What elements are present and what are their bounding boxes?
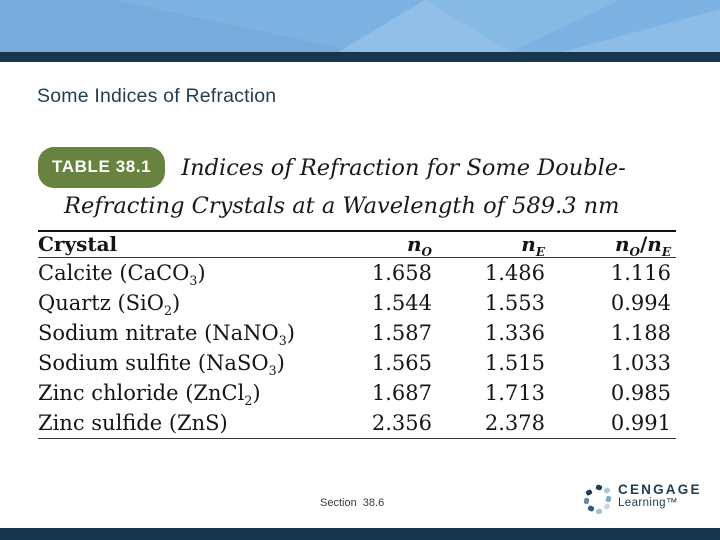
caption-line-2: Refracting Crystals at a Wavelength of 5… [64, 193, 620, 219]
value-cell: 1.033 [610, 351, 671, 375]
crystal-cell: Sodium sulfite (NaSO3) [38, 351, 285, 379]
column-header: nO [368, 230, 446, 258]
table-row: Sodium nitrate (NaNO3) 1.587 1.336 1.188 [38, 318, 676, 348]
crystal-cell: Calcite (CaCO3) [38, 261, 206, 289]
value-cell: 1.544 [371, 291, 432, 315]
table-row: Zinc chloride (ZnCl2) 1.687 1.713 0.985 [38, 378, 676, 408]
table-body: Calcite (CaCO3) 1.658 1.486 1.116 Quartz (Si… [38, 258, 676, 439]
value-cell: 1.553 [484, 291, 545, 315]
table-number-label: TABLE 38.1 [52, 157, 152, 176]
value-cell: 1.587 [371, 321, 432, 345]
value-cell: 2.356 [368, 408, 446, 439]
value-cell: 0.991 [558, 408, 676, 439]
value-cell: 1.658 [371, 261, 432, 285]
value-cell: 1.336 [484, 321, 545, 345]
table-row: Sodium sulfite (NaSO3) 1.565 1.515 1.033 [38, 348, 676, 378]
column-header: nE [446, 230, 558, 258]
section-label: Section 38.6 [320, 497, 385, 509]
value-cell: 1.713 [484, 381, 545, 405]
cengage-logo: CENGAGE Learning™ [583, 482, 702, 515]
brand-text: CENGAGE Learning™ [618, 482, 702, 510]
footer-bar [0, 528, 720, 540]
column-header: Crystal [38, 230, 368, 258]
crystal-cell: Sodium nitrate (NaNO3) [38, 321, 295, 349]
crystal-cell: Zinc chloride (ZnCl2) [38, 381, 261, 409]
table-number-badge: TABLE 38.1 [38, 147, 166, 188]
column-header: nO/nE [558, 230, 676, 258]
caption-line-1: Indices of Refraction for Some Double- [181, 155, 626, 181]
slide-title: Some Indices of Refraction [37, 85, 277, 107]
brand-subtitle: Learning™ [618, 497, 678, 509]
value-cell: 0.994 [610, 291, 671, 315]
table-row: Zinc sulfide (ZnS) 2.356 2.378 0.991 [38, 408, 676, 439]
value-cell: 1.116 [610, 261, 671, 285]
value-cell: 1.565 [371, 351, 432, 375]
value-cell: 1.188 [610, 321, 671, 345]
top-banner [0, 0, 720, 52]
table-caption: TABLE 38.1 Indices of Refraction for Some… [38, 147, 676, 224]
crystal-cell: Zinc sulfide (ZnS) [38, 408, 368, 439]
value-cell: 2.378 [446, 408, 558, 439]
value-cell: 1.515 [484, 351, 545, 375]
header-divider-bar [0, 52, 720, 62]
table-figure: TABLE 38.1 Indices of Refraction for Some… [38, 147, 676, 439]
table-header-row: Crystal nO nE nO/nE [38, 230, 676, 258]
table-row: Calcite (CaCO3) 1.658 1.486 1.116 [38, 258, 676, 289]
refraction-table: Crystal nO nE nO/nE Calcite (CaCO3) 1.658 1.4… [38, 230, 676, 439]
crystal-cell: Quartz (SiO2) [38, 291, 181, 319]
cengage-logo-mark-icon [583, 484, 612, 515]
brand-name: CENGAGE [618, 482, 702, 497]
value-cell: 1.687 [371, 381, 432, 405]
table-row: Quartz (SiO2) 1.544 1.553 0.994 [38, 288, 676, 318]
value-cell: 0.985 [610, 381, 671, 405]
value-cell: 1.486 [484, 261, 545, 285]
